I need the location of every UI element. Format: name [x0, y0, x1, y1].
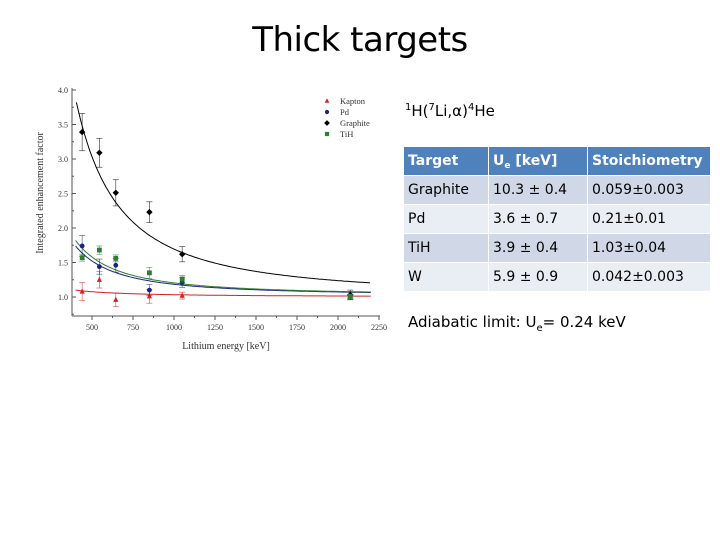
y-tick-label: 3.5 — [58, 121, 68, 130]
data-point — [147, 270, 152, 276]
fit-curve-kapton — [75, 289, 371, 297]
fit-curves — [75, 102, 371, 297]
legend-label: Kapton — [340, 96, 366, 106]
header-ue: Ue [keV] — [488, 146, 588, 176]
y-tick-label: 3.0 — [58, 155, 68, 164]
adiabatic-value: = 0.24 keV — [542, 313, 626, 331]
legend-label: Pd — [340, 107, 350, 117]
x-tick-label: 500 — [86, 323, 98, 332]
data-point — [79, 288, 85, 294]
legend-item-kapton: Kapton — [324, 96, 366, 106]
series-pd — [79, 235, 354, 300]
data-point — [113, 255, 119, 261]
adiabatic-limit-note: Adiabatic limit: Ue= 0.24 keV — [408, 313, 626, 334]
x-tick-label: 750 — [127, 323, 139, 332]
table-row: Pd 3.6 ± 0.7 0.21±0.01 — [403, 204, 711, 234]
fit-curve-tih — [75, 240, 371, 293]
data-point — [79, 243, 85, 249]
data-point — [96, 149, 103, 156]
header-ue-unit: [keV] — [510, 153, 558, 169]
square-marker-icon — [324, 131, 330, 137]
cell-target: Graphite — [403, 175, 489, 205]
header-ue-symbol: U — [493, 153, 505, 169]
triangle-marker-icon — [324, 98, 330, 103]
data-points — [78, 113, 354, 308]
circle-marker-icon — [324, 109, 330, 115]
series-kapton — [79, 271, 354, 308]
fit-curve-graphite — [75, 102, 371, 284]
table-row: TiH 3.9 ± 0.4 1.03±0.04 — [403, 233, 711, 263]
cell-ue: 3.6 ± 0.7 — [488, 204, 588, 234]
projectile-and-ejectile: Li,α) — [434, 102, 468, 120]
lithium-mass-number: 7 — [428, 102, 435, 113]
data-point — [179, 292, 185, 298]
cell-target: W — [403, 262, 489, 292]
y-tick-label: 2.5 — [58, 190, 68, 199]
cell-stoichiometry: 1.03±0.04 — [587, 233, 711, 263]
enhancement-factor-chart: 1.0 1.5 2.0 2.5 3.0 3.5 4.0 500 750 1000 1250 1500 1… — [35, 86, 387, 352]
x-tick-label: 1000 — [166, 323, 182, 332]
cell-ue: 10.3 ± 0.4 — [488, 175, 588, 205]
reaction-formula: 1H(7Li,α)4He — [405, 102, 495, 120]
y-tick-label: 4.0 — [58, 86, 68, 95]
data-point — [347, 293, 353, 299]
hydrogen-mass-number: 1 — [405, 102, 412, 113]
cell-target: Pd — [403, 204, 489, 234]
x-tick-label: 2250 — [371, 323, 387, 332]
y-tick-label: 1.0 — [58, 293, 68, 302]
x-tick-label: 1750 — [289, 323, 305, 332]
data-point — [78, 128, 86, 136]
legend-item-tih: TiH — [324, 129, 353, 139]
cell-target: TiH — [403, 233, 489, 263]
data-point — [146, 208, 153, 216]
data-point — [147, 287, 152, 293]
adiabatic-label: Adiabatic limit: U — [408, 313, 537, 331]
screening-results-table: Target Ue [keV] Stoichiometry Graphite 1… — [403, 146, 711, 292]
cell-ue: 3.9 ± 0.4 — [488, 233, 588, 263]
header-stoichiometry: Stoichiometry — [587, 146, 711, 176]
cell-stoichiometry: 0.042±0.003 — [587, 262, 711, 292]
data-point — [179, 276, 185, 282]
chart-axes: 1.0 1.5 2.0 2.5 3.0 3.5 4.0 500 750 1000 1250 1500 1… — [58, 86, 387, 332]
y-tick-label: 2.0 — [58, 224, 68, 233]
header-ue-subscript: e — [504, 161, 511, 171]
data-point — [96, 264, 102, 270]
legend-item-graphite: Graphite — [324, 118, 370, 128]
target-nucleus: H( — [411, 102, 429, 120]
legend-label: TiH — [340, 129, 353, 139]
table-header-row: Target Ue [keV] Stoichiometry — [403, 146, 711, 176]
fit-curve-pd — [75, 245, 371, 293]
x-tick-label: 1250 — [207, 323, 223, 332]
data-point — [113, 296, 119, 302]
x-tick-label: 2000 — [330, 323, 346, 332]
diamond-marker-icon — [324, 120, 330, 126]
cell-ue: 5.9 ± 0.9 — [488, 262, 588, 292]
data-point — [112, 189, 119, 197]
y-axis-label: Integrated enhancement factor — [35, 132, 46, 254]
slide-title: Thick targets — [252, 20, 468, 60]
data-point — [96, 247, 102, 253]
legend-label: Graphite — [340, 118, 370, 128]
helium-mass-number: 4 — [467, 102, 475, 113]
legend-item-pd: Pd — [324, 107, 350, 117]
cell-stoichiometry: 0.059±0.003 — [587, 175, 711, 205]
table-row: Graphite 10.3 ± 0.4 0.059±0.003 — [403, 175, 711, 205]
x-tick-label: 1500 — [248, 323, 264, 332]
y-tick-label: 1.5 — [58, 259, 68, 268]
table-row: W 5.9 ± 0.9 0.042±0.003 — [403, 262, 711, 292]
header-target: Target — [403, 146, 489, 176]
data-point — [179, 251, 186, 258]
cell-stoichiometry: 0.21±0.01 — [587, 204, 711, 234]
data-point — [79, 255, 85, 261]
data-point — [96, 276, 102, 282]
product-nucleus: He — [474, 102, 495, 120]
series-tih — [79, 245, 354, 299]
data-point — [113, 262, 119, 268]
x-axis-label: Lithium energy [keV] — [182, 341, 270, 352]
adiabatic-subscript: e — [536, 323, 543, 334]
